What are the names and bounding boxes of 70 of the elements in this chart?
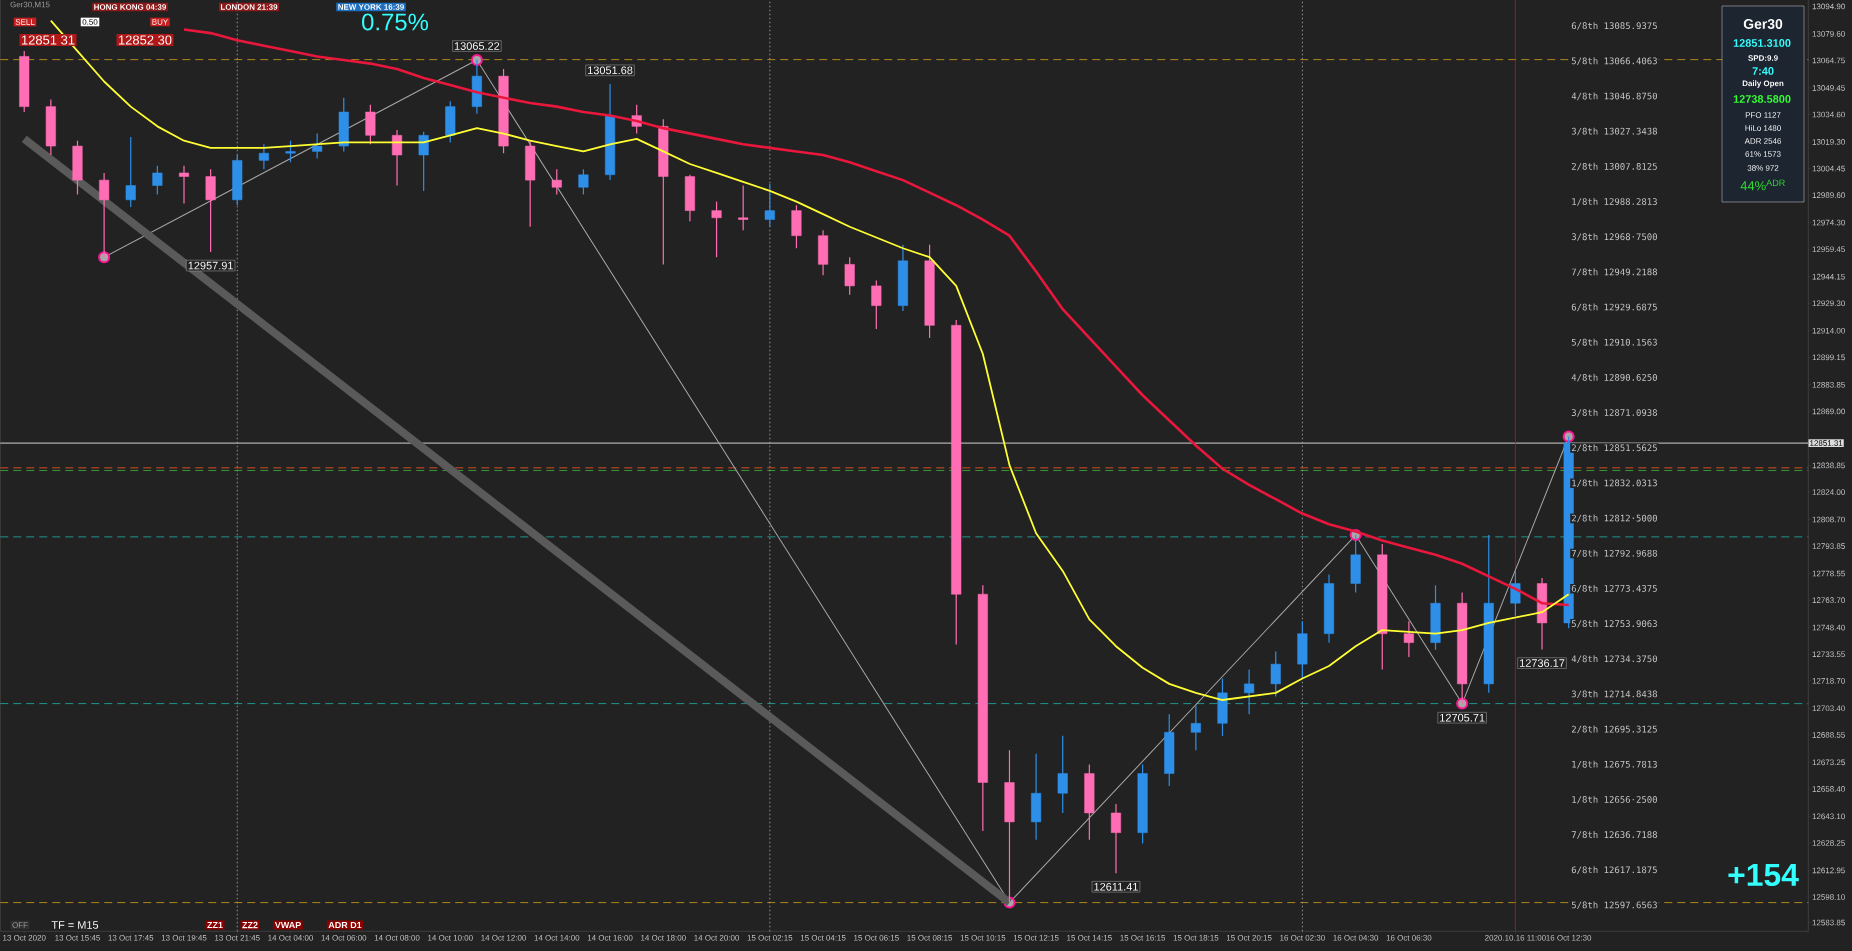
candlestick [178,165,190,205]
annotation: 4/8th 12890.6250 [1571,373,1657,382]
candlestick [312,132,323,160]
annotation: 2/8th 12812·5000 [1571,514,1657,523]
annotation: 7/8th 12792.9688 [1571,549,1658,558]
candlestick [152,165,163,196]
annotation: 0.75% [362,13,429,31]
annotation: 6/8th 12929.6875 [1571,303,1657,312]
annotation: 13051.68 [588,66,633,75]
text: 7:40 [1752,67,1774,75]
annotation: 4/8th 13046.8750 [1571,92,1657,101]
annotation: 6/8th 12773.4375 [1571,584,1657,593]
candlestick [871,279,882,330]
text: 12851.3100 [1733,39,1791,47]
text: 44%$^{ADR}$ [1740,179,1785,191]
annotation: 5/8th 13066.4063 [1571,57,1657,65]
annotation: 3/8th 12714.8438 [1571,690,1658,699]
annotation: ZZ1 [207,921,223,929]
annotation: VWAP [274,921,301,929]
candlestick [1110,803,1122,874]
annotation: 12736.17 [1520,659,1565,667]
annotation: 6/8th 12617.1875 [1571,866,1657,874]
annotation: 12851 31 [21,35,75,45]
annotation: 7/8th 12636.7188 [1571,831,1658,839]
annotation: 2/8th 12851.5625 [1571,444,1657,452]
point [1562,430,1575,443]
annotation: 1/8th 12832.0313 [1572,479,1657,488]
annotation: 1/8th 12675.7813 [1572,760,1657,769]
annotation: 7/8th 12949.2188 [1571,268,1658,276]
candlestick [764,183,775,228]
annotation: 12852 30 [118,35,172,45]
candlestick [205,168,216,253]
candlestick [125,136,136,208]
candlestick [285,140,296,163]
candlestick [365,104,376,145]
annotation: 3/8th 12871.0938 [1571,409,1658,417]
annotation: 12705.71 [1440,713,1485,722]
candlestick [1403,620,1414,658]
text: +154 [1728,863,1799,887]
text: 12738.5800 [1733,95,1791,103]
candlestick [258,143,269,170]
candlestick [418,131,429,192]
candlestick [711,201,722,258]
annotation: 2/8th 13007.8125 [1571,162,1657,171]
annotation: 5/8th 12597.6563 [1571,901,1657,910]
annotation: ZZ2 [242,921,258,929]
annotation: TF = M15 [51,921,99,929]
candlestick [844,256,855,296]
annotation: 1/8th 12988.2813 [1572,198,1657,206]
annotation: 3/8th 12968·7500 [1571,233,1657,241]
annotation: 12611.41 [1094,882,1138,891]
candlestick [551,168,562,196]
annotation: 3/8th 13027.3438 [1571,127,1658,136]
annotation: 2/8th 12695.3125 [1571,725,1657,734]
annotation: 4/8th 12734.3750 [1571,655,1657,663]
candlestick [1057,735,1068,814]
annotation: 6/8th 13085.9375 [1571,22,1657,30]
annotation: 12957.91 [188,261,233,270]
candlestick [1244,668,1255,715]
candlestick [1270,651,1281,698]
candlestick [738,184,749,231]
candlestick [1190,704,1201,751]
candlestick [578,168,589,196]
annotation: 13065.22 [454,42,500,50]
annotation: ADR D1 [328,921,362,929]
annotation: 5/8th 12753.9063 [1571,620,1657,628]
annotation: 5/8th 12910.1563 [1571,338,1657,347]
annotation: 1/8th 12656·2500 [1572,795,1657,804]
text: Ger30 [1743,19,1783,29]
candlestick [391,129,403,187]
